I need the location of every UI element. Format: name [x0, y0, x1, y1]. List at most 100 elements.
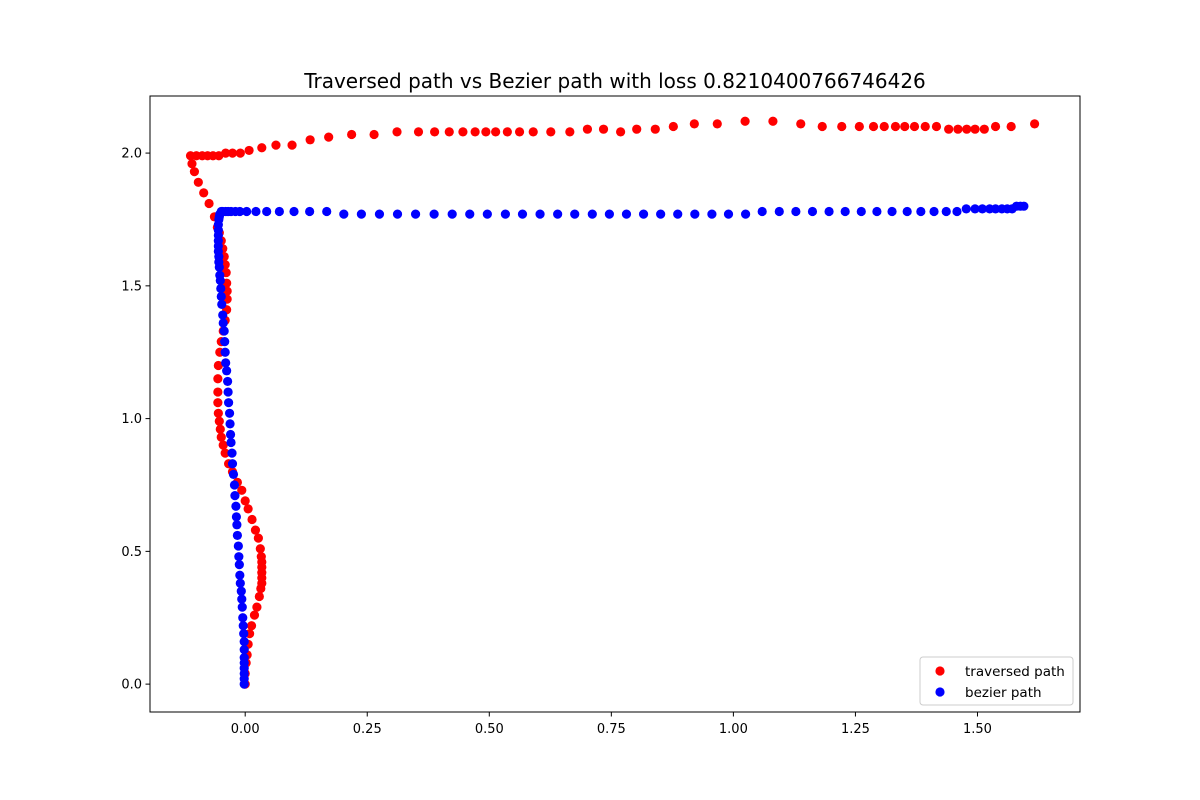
data-point: [977, 204, 987, 214]
data-point: [962, 124, 972, 134]
data-point: [242, 206, 252, 217]
data-point: [322, 206, 332, 217]
data-point: [231, 512, 242, 522]
data-point: [339, 209, 349, 219]
data-point: [215, 424, 225, 434]
x-tick-label: 0.75: [597, 722, 626, 737]
data-point: [218, 310, 228, 320]
data-point: [916, 206, 926, 217]
data-point: [347, 129, 357, 140]
data-point: [970, 124, 980, 134]
data-point: [218, 440, 228, 450]
data-point: [213, 408, 223, 418]
data-point: [598, 124, 609, 134]
x-tick-label: 0.25: [353, 722, 382, 737]
data-point: [517, 209, 528, 219]
data-point: [890, 121, 901, 132]
data-point: [535, 209, 545, 219]
data-point: [232, 520, 242, 530]
x-tick-label: 0.00: [231, 722, 260, 737]
data-point: [565, 127, 575, 137]
data-point: [254, 591, 264, 602]
data-point: [237, 594, 247, 604]
data-point: [447, 209, 457, 219]
data-point: [224, 408, 235, 418]
data-point: [227, 448, 237, 458]
data-point: [837, 121, 847, 132]
chart-title: Traversed path vs Bezier path with loss …: [303, 69, 926, 93]
data-point: [289, 206, 299, 217]
data-point: [193, 177, 203, 187]
data-point: [213, 360, 223, 371]
data-point: [587, 209, 597, 219]
data-point: [430, 127, 440, 137]
data-point: [220, 337, 230, 347]
data-point: [237, 602, 247, 612]
data-point: [854, 121, 864, 132]
data-point: [238, 613, 248, 623]
y-tick-label: 1.0: [121, 412, 142, 427]
data-point: [791, 206, 801, 217]
data-point: [768, 116, 778, 126]
data-point: [255, 544, 265, 554]
data-point: [213, 374, 223, 384]
data-point: [909, 121, 920, 132]
data-point: [220, 448, 230, 458]
data-point: [616, 127, 626, 137]
data-point: [305, 206, 315, 217]
data-point: [621, 209, 632, 219]
data-point: [817, 121, 827, 132]
data-point: [239, 637, 249, 647]
x-tick-label: 1.25: [841, 722, 870, 737]
data-point: [199, 188, 209, 198]
data-point: [953, 124, 963, 134]
data-point: [223, 376, 233, 387]
data-point: [262, 206, 272, 217]
data-point: [900, 121, 910, 132]
data-point: [868, 121, 879, 132]
data-point: [979, 124, 989, 134]
data-point: [232, 530, 242, 541]
data-point: [689, 119, 699, 129]
data-point: [213, 387, 223, 397]
data-point: [429, 209, 439, 219]
data-point: [774, 206, 784, 217]
data-point: [920, 121, 930, 132]
data-point: [952, 206, 962, 217]
data-point: [502, 127, 512, 137]
data-point: [247, 514, 257, 525]
data-point: [902, 206, 912, 217]
data-point: [233, 541, 243, 551]
data-point: [227, 148, 238, 158]
legend: traversed path bezier path: [919, 656, 1074, 706]
data-point: [229, 480, 240, 490]
legend-marker: [935, 666, 945, 676]
data-point: [824, 206, 834, 217]
data-point: [219, 326, 229, 336]
data-point: [235, 206, 245, 217]
data-point: [1006, 121, 1016, 132]
data-point: [673, 209, 683, 219]
data-point: [840, 206, 850, 217]
y-tick-label: 1.5: [121, 279, 142, 294]
data-point: [217, 299, 227, 310]
data-point: [243, 504, 253, 514]
data-point: [990, 204, 1001, 214]
legend-marker: [935, 687, 945, 697]
data-point: [887, 206, 897, 217]
data-point: [239, 652, 249, 663]
data-point: [458, 127, 468, 137]
legend-label: traversed path: [965, 664, 1065, 680]
data-point: [225, 429, 236, 440]
data-point: [204, 198, 214, 209]
data-point: [650, 124, 660, 134]
data-point: [740, 209, 751, 219]
data-point: [240, 496, 250, 506]
data-point: [1030, 119, 1040, 129]
data-point: [214, 416, 224, 426]
data-point: [807, 206, 818, 217]
series-bezier-path: [213, 201, 1029, 689]
data-point: [256, 552, 266, 562]
data-point: [221, 358, 231, 368]
